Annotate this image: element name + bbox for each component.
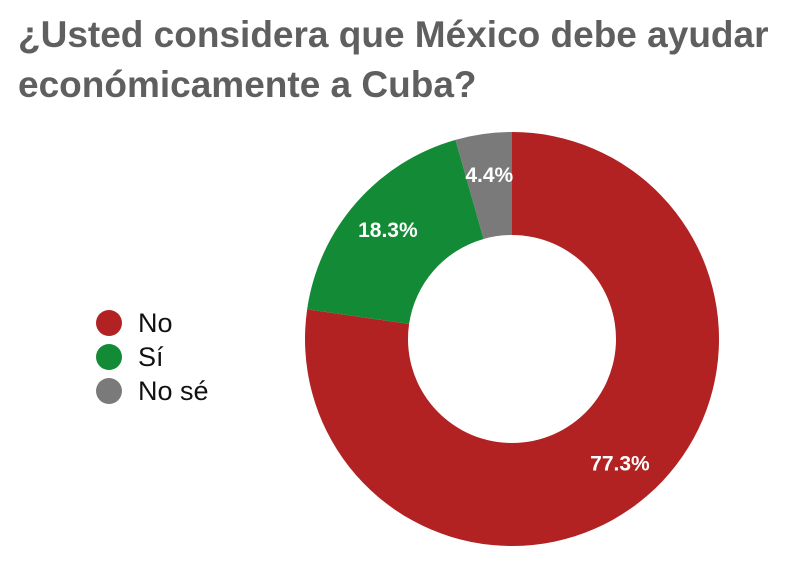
legend-label-si: Sí bbox=[138, 341, 164, 372]
legend-swatch-no-se bbox=[96, 378, 122, 404]
slice-label-si: 18.3% bbox=[358, 219, 418, 242]
legend-label-no-se: No sé bbox=[138, 375, 209, 406]
chart-title: ¿Usted considera que México debe ayudar … bbox=[18, 14, 769, 105]
legend-item-si: Sí bbox=[96, 340, 209, 374]
legend-swatch-si bbox=[96, 344, 122, 370]
legend-label-no: No bbox=[138, 307, 173, 338]
slice-label-no-se: 4.4% bbox=[465, 164, 513, 187]
legend-item-no: No bbox=[96, 306, 209, 340]
slice-no-se bbox=[455, 132, 512, 239]
legend-swatch-no bbox=[96, 310, 122, 336]
slice-label-no: 77.3% bbox=[590, 452, 650, 475]
slice-si bbox=[307, 139, 484, 325]
legend: No Sí No sé bbox=[96, 306, 209, 408]
legend-item-no-se: No sé bbox=[96, 374, 209, 408]
slice-no bbox=[304, 132, 719, 546]
